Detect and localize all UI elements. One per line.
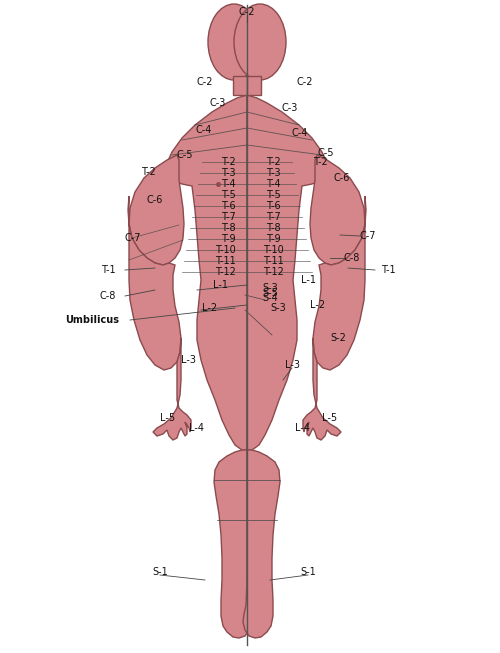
Text: T-2: T-2 (266, 157, 280, 167)
Text: C-2: C-2 (297, 77, 313, 87)
Text: C-4: C-4 (196, 125, 212, 135)
Text: C-3: C-3 (210, 98, 226, 108)
Polygon shape (247, 76, 261, 95)
Text: T-2: T-2 (312, 157, 328, 167)
Text: L-5: L-5 (322, 413, 338, 423)
Text: C-5: C-5 (318, 148, 334, 158)
Text: L-5: L-5 (160, 413, 176, 423)
Text: C-5: C-5 (177, 150, 193, 160)
Text: T-5: T-5 (266, 190, 280, 200)
Text: T-4: T-4 (266, 179, 280, 189)
Text: T-3: T-3 (220, 168, 236, 178)
Text: T-2: T-2 (140, 167, 156, 177)
Text: T-10: T-10 (262, 245, 283, 255)
Polygon shape (303, 338, 341, 440)
Text: L-4: L-4 (296, 423, 310, 433)
Polygon shape (310, 155, 365, 265)
Text: T-12: T-12 (262, 267, 283, 277)
Text: T-6: T-6 (220, 201, 236, 211)
Text: T-7: T-7 (220, 212, 236, 222)
Text: T-7: T-7 (266, 212, 280, 222)
Text: C-6: C-6 (334, 173, 350, 183)
Text: T-9: T-9 (266, 234, 280, 244)
Text: C-4: C-4 (292, 128, 308, 138)
Text: Umbilicus: Umbilicus (65, 315, 119, 325)
Text: L-1: L-1 (300, 275, 316, 285)
Text: S-2: S-2 (330, 333, 346, 343)
Text: T-11: T-11 (214, 256, 236, 266)
Ellipse shape (208, 4, 260, 80)
Text: S-1: S-1 (152, 567, 168, 577)
Text: C-7: C-7 (125, 233, 142, 243)
Text: T-5: T-5 (220, 190, 236, 200)
Ellipse shape (234, 4, 286, 80)
Text: T-6: T-6 (266, 201, 280, 211)
Text: T-1: T-1 (380, 265, 396, 275)
Text: T-9: T-9 (220, 234, 236, 244)
Text: C-7: C-7 (360, 231, 376, 241)
Text: T-8: T-8 (220, 223, 236, 233)
Polygon shape (128, 196, 181, 370)
Text: L-2: L-2 (202, 303, 218, 313)
Polygon shape (233, 76, 247, 95)
Text: T-12: T-12 (214, 267, 236, 277)
Text: C-8: C-8 (344, 253, 360, 263)
Text: L-1: L-1 (212, 280, 228, 290)
Text: L-4: L-4 (188, 423, 204, 433)
Text: L-3: L-3 (180, 355, 196, 365)
Text: S-1: S-1 (300, 567, 316, 577)
Text: T-1: T-1 (100, 265, 116, 275)
Text: L-2: L-2 (310, 300, 326, 310)
Text: T-11: T-11 (262, 256, 283, 266)
Text: C-8: C-8 (100, 291, 116, 301)
Text: T-10: T-10 (214, 245, 236, 255)
Polygon shape (247, 95, 327, 450)
Polygon shape (243, 450, 280, 638)
Text: T-3: T-3 (266, 168, 280, 178)
Text: T-2: T-2 (220, 157, 236, 167)
Text: T-8: T-8 (266, 223, 280, 233)
Polygon shape (167, 95, 247, 450)
Text: C-2: C-2 (239, 7, 256, 17)
Text: S-5: S-5 (262, 288, 278, 298)
Text: T-4: T-4 (220, 179, 236, 189)
Polygon shape (129, 155, 184, 265)
Text: C-6: C-6 (147, 195, 163, 205)
Polygon shape (313, 196, 366, 370)
Text: C-3: C-3 (282, 103, 298, 113)
Text: C-2: C-2 (197, 77, 213, 87)
Text: L-3: L-3 (284, 360, 300, 370)
Text: S-3: S-3 (262, 283, 278, 293)
Text: S-4: S-4 (262, 293, 278, 303)
Text: S-3: S-3 (270, 303, 286, 313)
Polygon shape (153, 338, 191, 440)
Polygon shape (214, 450, 251, 638)
